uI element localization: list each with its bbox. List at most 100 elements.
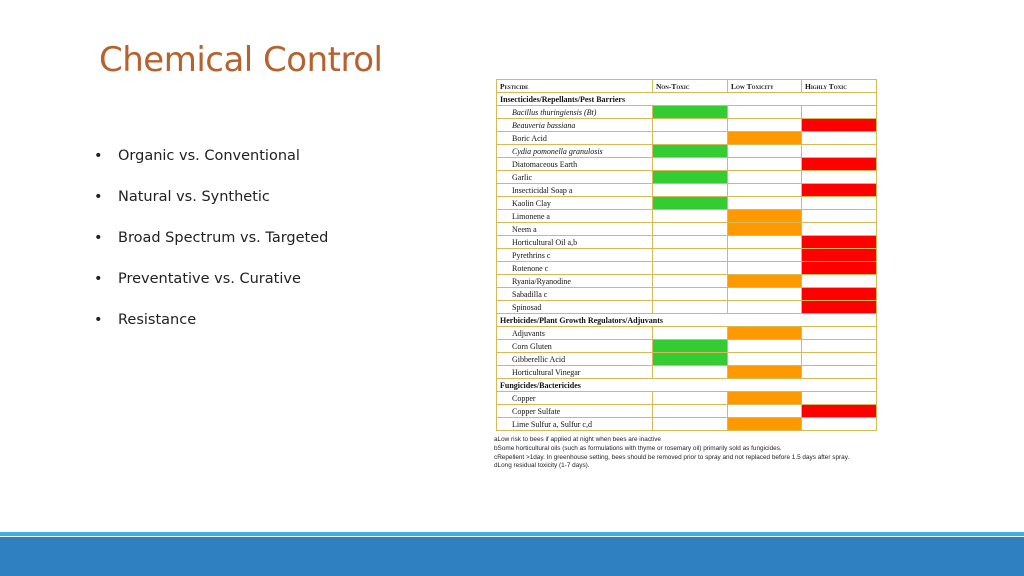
footnote: dLong residual toxicity (1-7 days).	[494, 462, 590, 470]
section-title: Insecticides/Repellants/Pest Barriers	[496, 92, 877, 106]
highly-toxic-cell	[801, 417, 877, 431]
pesticide-name: Corn Gluten	[496, 339, 653, 353]
low-toxicity-cell	[727, 157, 802, 171]
table-row: Kaolin Clay	[496, 196, 877, 210]
table-row: Lime Sulfur a, Sulfur c,d	[496, 417, 877, 431]
table-row: Diatomaceous Earth	[496, 157, 877, 171]
non-toxic-cell	[652, 352, 728, 366]
table-body: Insecticides/Repellants/Pest Barriers Bac…	[496, 92, 877, 431]
non-toxic-cell	[652, 105, 728, 119]
table-row: Garlic	[496, 170, 877, 184]
table-row: Neem a	[496, 222, 877, 236]
pesticide-name: Insecticidal Soap a	[496, 183, 653, 197]
pesticide-name: Horticultural Oil a,b	[496, 235, 653, 249]
footnote: cRepellent >1day. In greenhouse setting,…	[494, 453, 850, 461]
table-row: Ryania/Ryanodine	[496, 274, 877, 288]
low-toxicity-cell	[727, 352, 802, 366]
table-section-row: Insecticides/Repellants/Pest Barriers	[496, 92, 877, 106]
table-row: Adjuvants	[496, 326, 877, 340]
highly-toxic-cell	[801, 105, 877, 119]
highly-toxic-cell	[801, 391, 877, 405]
pesticide-name: Sabadilla c	[496, 287, 653, 301]
pesticide-name: Pyrethrins c	[496, 248, 653, 262]
header-highly-toxic: Highly Toxic	[801, 79, 877, 93]
bullet-item: • Broad Spectrum vs. Targeted	[94, 230, 328, 271]
table-row: Copper	[496, 391, 877, 405]
table-row: Insecticidal Soap a	[496, 183, 877, 197]
header-pesticide: Pesticide	[496, 79, 653, 93]
non-toxic-cell	[652, 287, 728, 301]
non-toxic-cell	[652, 417, 728, 431]
pesticide-name: Copper Sulfate	[496, 404, 653, 418]
bullet-dot: •	[94, 230, 103, 246]
non-toxic-cell	[652, 118, 728, 132]
highly-toxic-cell	[801, 261, 877, 275]
pesticide-name: Boric Acid	[496, 131, 653, 145]
table-row: Beauveria bassiana	[496, 118, 877, 132]
low-toxicity-cell	[727, 391, 802, 405]
table-row: Horticultural Vinegar	[496, 365, 877, 379]
highly-toxic-cell	[801, 209, 877, 223]
pesticide-name: Diatomaceous Earth	[496, 157, 653, 171]
header-low-toxicity: Low Toxicity	[727, 79, 802, 93]
pesticide-name: Kaolin Clay	[496, 196, 653, 210]
highly-toxic-cell	[801, 222, 877, 236]
low-toxicity-cell	[727, 417, 802, 431]
non-toxic-cell	[652, 300, 728, 314]
pesticide-name: Limonene a	[496, 209, 653, 223]
highly-toxic-cell	[801, 287, 877, 301]
low-toxicity-cell	[727, 196, 802, 210]
section-title: Herbicides/Plant Growth Regulators/Adjuv…	[496, 313, 877, 327]
table-row: Horticultural Oil a,b	[496, 235, 877, 249]
bullet-text: Organic vs. Conventional	[118, 148, 300, 164]
pesticide-toxicity-table: Pesticide Non-Toxic Low Toxicity Highly …	[496, 79, 877, 431]
low-toxicity-cell	[727, 170, 802, 184]
highly-toxic-cell	[801, 235, 877, 249]
highly-toxic-cell	[801, 326, 877, 340]
highly-toxic-cell	[801, 144, 877, 158]
pesticide-name: Bacillus thuringiensis (Bt)	[496, 105, 653, 119]
low-toxicity-cell	[727, 118, 802, 132]
non-toxic-cell	[652, 339, 728, 353]
table-row: Limonene a	[496, 209, 877, 223]
table-section-row: Herbicides/Plant Growth Regulators/Adjuv…	[496, 313, 877, 327]
table-row: Pyrethrins c	[496, 248, 877, 262]
non-toxic-cell	[652, 261, 728, 275]
bullet-list: • Organic vs. Conventional • Natural vs. S…	[94, 148, 328, 353]
highly-toxic-cell	[801, 339, 877, 353]
footer-bar	[0, 537, 1024, 576]
bullet-dot: •	[94, 189, 103, 205]
non-toxic-cell	[652, 326, 728, 340]
non-toxic-cell	[652, 274, 728, 288]
bullet-text: Natural vs. Synthetic	[118, 189, 270, 205]
highly-toxic-cell	[801, 300, 877, 314]
table-section-row: Fungicides/Bactericides	[496, 378, 877, 392]
non-toxic-cell	[652, 404, 728, 418]
bullet-item: • Resistance	[94, 312, 328, 353]
bullet-item: • Organic vs. Conventional	[94, 148, 328, 189]
non-toxic-cell	[652, 248, 728, 262]
highly-toxic-cell	[801, 170, 877, 184]
non-toxic-cell	[652, 209, 728, 223]
bullet-item: • Natural vs. Synthetic	[94, 189, 328, 230]
table-row: Rotenone c	[496, 261, 877, 275]
pesticide-name: Neem a	[496, 222, 653, 236]
highly-toxic-cell	[801, 404, 877, 418]
pesticide-name: Gibberellic Acid	[496, 352, 653, 366]
highly-toxic-cell	[801, 157, 877, 171]
table-row: Gibberellic Acid	[496, 352, 877, 366]
non-toxic-cell	[652, 235, 728, 249]
bullet-text: Broad Spectrum vs. Targeted	[118, 230, 329, 246]
low-toxicity-cell	[727, 183, 802, 197]
footnotes: aLow risk to bees if applied at night wh…	[494, 436, 894, 471]
table-row: Bacillus thuringiensis (Bt)	[496, 105, 877, 119]
table-row: Copper Sulfate	[496, 404, 877, 418]
footnote: bSome horticultural oils (such as formul…	[494, 444, 782, 452]
bullet-dot: •	[94, 312, 103, 328]
section-title: Fungicides/Bactericides	[496, 378, 877, 392]
highly-toxic-cell	[801, 365, 877, 379]
pesticide-name: Cydia pomonella granulosis	[496, 144, 653, 158]
low-toxicity-cell	[727, 326, 802, 340]
bullet-dot: •	[94, 148, 103, 164]
highly-toxic-cell	[801, 274, 877, 288]
